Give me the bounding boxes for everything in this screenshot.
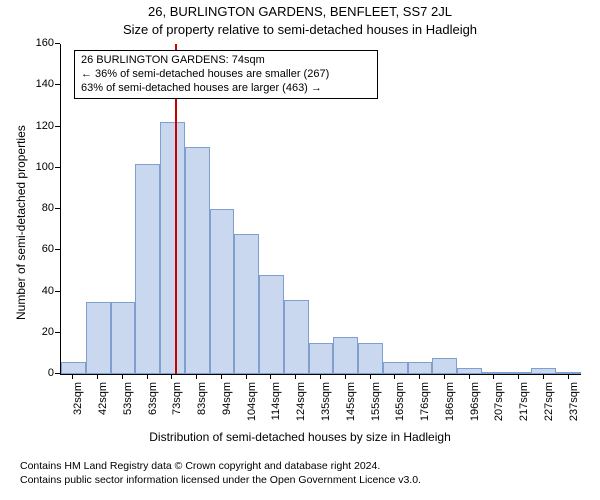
x-tick-label: 83sqm [196,382,208,432]
chart-container: { "title_line1": "26, BURLINGTON GARDENS… [0,0,600,500]
histogram-bar [432,358,457,375]
x-tick-mark [171,374,172,379]
x-tick-mark [518,374,519,379]
x-tick-label: 165sqm [394,382,406,432]
histogram-bar [383,362,408,374]
x-tick-label: 237sqm [568,382,580,432]
x-tick-label: 207sqm [493,382,505,432]
histogram-bar [210,209,235,374]
reference-annotation-box: 26 BURLINGTON GARDENS: 74sqm ← 36% of se… [74,50,378,99]
y-tick: 60 [26,243,54,255]
x-tick-mark [270,374,271,379]
x-tick-label: 217sqm [518,382,530,432]
x-tick-mark [543,374,544,379]
x-tick-label: 176sqm [419,382,431,432]
histogram-bar [234,234,259,374]
x-tick-mark [320,374,321,379]
x-tick-label: 94sqm [221,382,233,432]
x-tick-mark [345,374,346,379]
y-tick: 160 [26,37,54,49]
x-tick-label: 114sqm [270,382,282,432]
histogram-bar [111,302,136,374]
x-tick-label: 145sqm [345,382,357,432]
x-tick-label: 32sqm [72,382,84,432]
histogram-bar [358,343,383,374]
x-tick-label: 63sqm [147,382,159,432]
x-tick-mark [444,374,445,379]
annotation-line-1: 26 BURLINGTON GARDENS: 74sqm [81,54,371,68]
x-tick-label: 42sqm [97,382,109,432]
x-tick-mark [196,374,197,379]
histogram-bar [531,368,556,374]
x-tick-mark [295,374,296,379]
histogram-bar [408,362,433,374]
histogram-bar [86,302,111,374]
x-tick-label: 53sqm [122,382,134,432]
x-tick-label: 135sqm [320,382,332,432]
y-tick: 40 [26,285,54,297]
x-tick-mark [221,374,222,379]
x-tick-mark [419,374,420,379]
x-tick-label: 73sqm [171,382,183,432]
y-tick: 80 [26,202,54,214]
histogram-bar [135,164,160,374]
x-tick-label: 227sqm [543,382,555,432]
x-tick-mark [122,374,123,379]
x-tick-label: 196sqm [469,382,481,432]
x-tick-mark [97,374,98,379]
x-tick-label: 155sqm [370,382,382,432]
histogram-bar [333,337,358,374]
histogram-bar [61,362,86,374]
footer-line-2: Contains public sector information licen… [20,474,421,488]
x-tick-label: 124sqm [295,382,307,432]
x-tick-label: 104sqm [246,382,258,432]
annotation-line-2: ← 36% of semi-detached houses are smalle… [81,68,371,82]
x-tick-mark [568,374,569,379]
y-tick: 20 [26,326,54,338]
histogram-bar [185,147,210,374]
x-tick-mark [493,374,494,379]
x-tick-mark [72,374,73,379]
footer-attribution: Contains HM Land Registry data © Crown c… [20,460,421,487]
histogram-bar [160,122,185,374]
annotation-line-3: 63% of semi-detached houses are larger (… [81,82,371,96]
x-tick-mark [147,374,148,379]
footer-line-1: Contains HM Land Registry data © Crown c… [20,460,421,474]
y-tick: 0 [26,367,54,379]
y-tick: 140 [26,78,54,90]
x-tick-mark [246,374,247,379]
histogram-bar [556,372,581,374]
x-tick-label: 186sqm [444,382,456,432]
y-tick: 120 [26,120,54,132]
histogram-bar [284,300,309,374]
x-tick-mark [394,374,395,379]
chart-title-line1: 26, BURLINGTON GARDENS, BENFLEET, SS7 2J… [0,4,600,19]
histogram-bar [309,343,334,374]
histogram-bar [259,275,284,374]
x-tick-mark [370,374,371,379]
x-axis-label: Distribution of semi-detached houses by … [0,430,600,444]
histogram-bar [457,368,482,374]
x-tick-mark [469,374,470,379]
y-tick: 100 [26,161,54,173]
chart-title-line2: Size of property relative to semi-detach… [0,22,600,37]
